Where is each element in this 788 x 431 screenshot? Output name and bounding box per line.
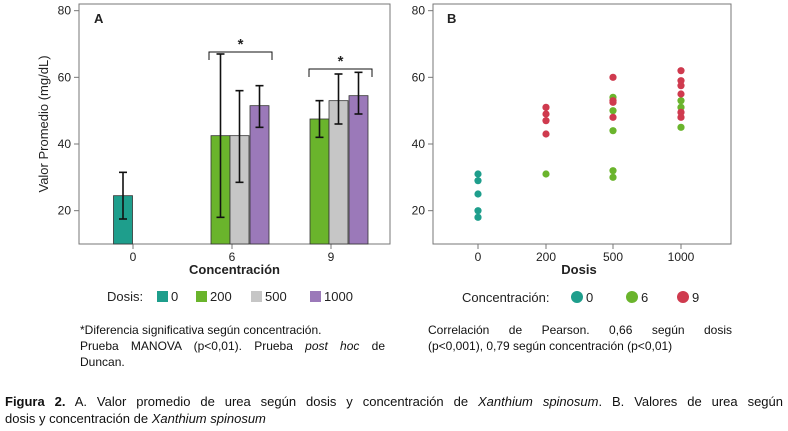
legend-a-title: Dosis: xyxy=(107,289,143,304)
y-tick-label: 20 xyxy=(412,204,426,218)
y-tick-label: 60 xyxy=(412,70,426,84)
point-conc-9 xyxy=(609,98,617,106)
point-conc-9 xyxy=(677,108,685,116)
y-tick-label: 20 xyxy=(58,204,72,218)
note-a-line2-text: Prueba MANOVA (p<0,01). Prueba xyxy=(80,339,306,353)
legend-swatch-200 xyxy=(196,291,207,302)
point-conc-6 xyxy=(677,103,685,111)
caption-line1: Figura 2. A. Valor promedio de urea segú… xyxy=(5,393,783,410)
panel-a-note: *Diferencia significativa según concentr… xyxy=(80,322,385,370)
point-conc-9 xyxy=(542,110,550,118)
x-tick-label: 9 xyxy=(328,250,335,264)
point-conc-9 xyxy=(609,73,617,81)
point-conc-6 xyxy=(677,123,685,131)
panel-a-bar-chart: A 20 40 60 80 Valor Promedio (mg/dL) 0 6 9 Concen… xyxy=(36,3,391,304)
y-tick-label: 40 xyxy=(412,137,426,151)
point-conc-9 xyxy=(677,90,685,98)
caption-species-1: Xanthium spinosum xyxy=(477,394,599,409)
legend-label-0: 0 xyxy=(171,289,178,304)
legend-dot-9 xyxy=(677,291,689,303)
significance-bracket xyxy=(308,68,373,77)
significance-marker: * xyxy=(238,36,244,53)
point-conc-9 xyxy=(677,113,685,121)
note-b-line1: Correlación de Pearson. 0,66 según dosis xyxy=(428,323,732,337)
point-conc-6 xyxy=(609,167,617,175)
point-conc-0 xyxy=(474,207,482,215)
significance-marker: * xyxy=(338,53,344,70)
panel-b-frame xyxy=(432,3,732,245)
point-conc-9 xyxy=(609,113,617,121)
significance-bracket xyxy=(208,51,273,60)
caption-text-3: dosis y concentración de xyxy=(5,411,152,426)
point-conc-9 xyxy=(542,130,550,138)
panel-b-note: Correlación de Pearson. 0,66 según dosis… xyxy=(428,322,732,354)
y-tick-label: 80 xyxy=(412,4,426,18)
point-conc-0 xyxy=(474,213,482,221)
x-axis-label: Dosis xyxy=(561,262,596,277)
x-tick-label: 0 xyxy=(130,250,137,264)
point-conc-0 xyxy=(474,190,482,198)
x-axis-label: Concentración xyxy=(189,262,280,277)
note-a-line1: *Diferencia significativa según concentr… xyxy=(80,323,322,337)
y-tick-label: 80 xyxy=(58,4,72,18)
point-conc-9 xyxy=(677,82,685,90)
note-a-line2: Prueba MANOVA (p<0,01). Prueba post hoc … xyxy=(80,338,385,354)
legend-label-500: 500 xyxy=(265,289,287,304)
legend-label-200: 200 xyxy=(210,289,232,304)
figure-caption: Figura 2. A. Valor promedio de urea segú… xyxy=(5,393,783,427)
caption-label: Figura 2. xyxy=(5,394,66,409)
legend-label-9: 9 xyxy=(692,290,699,305)
note-a-line2-italic: post hoc xyxy=(305,339,360,353)
caption-text-1: A. Valor promedio de urea según dosis y … xyxy=(65,394,478,409)
note-a-line2-end: de xyxy=(359,339,385,353)
point-conc-9 xyxy=(677,67,685,75)
point-conc-9 xyxy=(542,117,550,125)
note-a-line3: Duncan. xyxy=(80,355,125,369)
caption-text-2: . B. Valores de urea según xyxy=(598,394,783,409)
point-conc-6 xyxy=(542,170,550,178)
x-tick-label: 6 xyxy=(229,250,236,264)
point-conc-6 xyxy=(677,97,685,105)
legend-dot-0 xyxy=(571,291,583,303)
point-conc-9 xyxy=(542,103,550,111)
y-axis-label: Valor Promedio (mg/dL) xyxy=(36,55,51,192)
legend-label-6: 6 xyxy=(641,290,648,305)
panel-b-letter: B xyxy=(447,11,456,26)
panel-b-scatter-chart: B 20 40 60 80 0 200 500 1000 Dosis Concentración: 0… xyxy=(412,3,732,305)
point-conc-0 xyxy=(474,177,482,185)
legend-label-0: 0 xyxy=(586,290,593,305)
legend-label-1000: 1000 xyxy=(324,289,353,304)
note-b-line2: (p<0,001), 0,79 según concentración (p<0… xyxy=(428,339,673,353)
bar-1000-conc-9 xyxy=(348,95,369,245)
point-conc-6 xyxy=(609,107,617,115)
y-tick-label: 60 xyxy=(58,70,72,84)
x-tick-label: 0 xyxy=(475,250,482,264)
y-tick-label: 40 xyxy=(58,137,72,151)
point-conc-6 xyxy=(609,173,617,181)
point-conc-0 xyxy=(474,170,482,178)
legend-swatch-0 xyxy=(157,291,168,302)
x-tick-label: 200 xyxy=(536,250,556,264)
caption-species-2: Xanthium spinosum xyxy=(151,411,266,426)
legend-swatch-1000 xyxy=(310,291,321,302)
x-tick-label: 500 xyxy=(603,250,623,264)
legend-swatch-500 xyxy=(251,291,262,302)
caption-line2: dosis y concentración de Xanthium spinos… xyxy=(5,410,783,427)
point-conc-6 xyxy=(609,127,617,135)
point-conc-9 xyxy=(677,77,685,85)
legend-dot-6 xyxy=(626,291,638,303)
x-tick-label: 1000 xyxy=(668,250,695,264)
legend-b-title: Concentración: xyxy=(462,290,549,305)
panel-a-letter: A xyxy=(94,11,104,26)
